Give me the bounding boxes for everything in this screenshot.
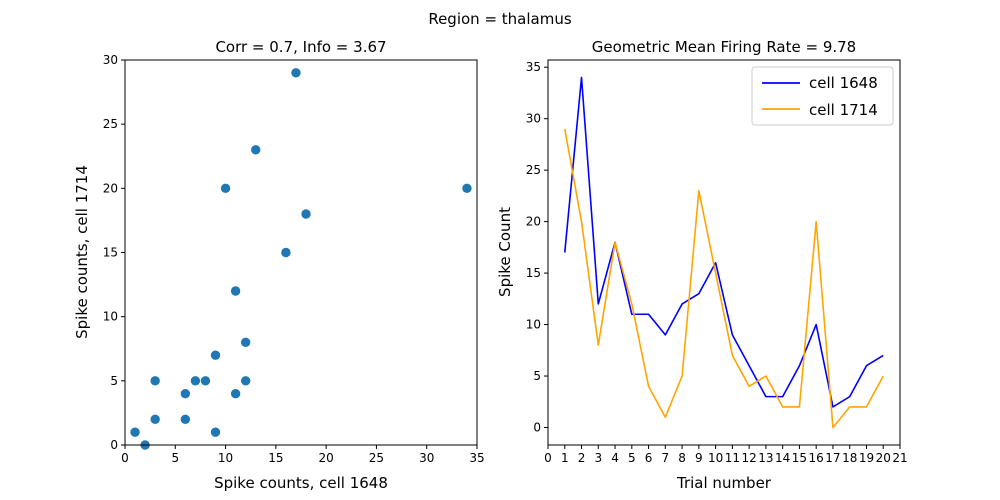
line-x-tick-label: 10 [708, 451, 723, 465]
scatter-point [291, 68, 301, 78]
scatter-point [462, 183, 472, 194]
line-axes: 0 1 2 3 4 5 6 7 8 9 10 11 12 13 14 15 16 17 18 19 20 21051015… [526, 59, 908, 465]
scatter-point [200, 376, 211, 386]
line-y-tick-label: 0 [533, 421, 541, 435]
line-x-tick-label: 7 [662, 451, 670, 465]
scatter-point [281, 247, 291, 258]
line-y-tick-label: 15 [526, 266, 541, 280]
line-x-tick-label: 0 [544, 451, 552, 465]
line-x-tick-label: 14 [775, 451, 790, 465]
scatter-x-tick-label: 30 [419, 451, 434, 465]
scatter-y-tick-label: 5 [110, 374, 118, 388]
scatter-point [180, 414, 191, 425]
scatter-point [210, 350, 221, 360]
scatter-plot-area [125, 60, 477, 445]
scatter-point [251, 145, 261, 155]
scatter-y-tick-label: 25 [103, 117, 118, 131]
scatter-y-tick-label: 15 [103, 246, 118, 260]
line-x-tick-label: 3 [594, 451, 602, 465]
line-marks [563, 76, 884, 429]
line-x-tick-label: 9 [695, 451, 703, 465]
line-y-tick-label: 35 [526, 60, 541, 74]
line-x-tick-label: 18 [842, 451, 857, 465]
line-y-tick-label: 5 [533, 369, 541, 383]
scatter-point [230, 388, 241, 399]
line-x-tick-label: 15 [792, 451, 807, 465]
scatter-point [210, 427, 221, 437]
scatter-x-axis-label: Spike counts, cell 1648 [214, 474, 388, 492]
line-legend: cell 1648 cell 1714 [751, 66, 894, 126]
line-x-tick-label: 19 [859, 451, 874, 465]
scatter-point [150, 376, 160, 386]
scatter-point [240, 337, 251, 348]
line-x-tick-label: 13 [758, 451, 773, 465]
line-title: Geometric Mean Firing Rate = 9.78 [592, 38, 856, 56]
scatter-x-tick-label: 0 [121, 451, 129, 465]
line-x-tick-label: 11 [725, 451, 740, 465]
scatter-marks [130, 68, 472, 450]
scatter-x-tick-label: 10 [218, 451, 233, 465]
line-x-axis-label: Trial number [676, 474, 772, 492]
line-x-tick-label: 1 [561, 451, 569, 465]
legend-frame [751, 66, 894, 126]
line-y-tick-label: 10 [526, 318, 541, 332]
line-y-axis-label: Spike Count [496, 207, 514, 297]
scatter-title: Corr = 0.7, Info = 3.67 [215, 38, 386, 56]
line-x-tick-label: 2 [578, 451, 586, 465]
scatter-point [230, 286, 241, 296]
line-x-tick-label: 5 [628, 451, 636, 465]
line-x-tick-label: 12 [742, 451, 757, 465]
line-x-tick-label: 4 [611, 451, 619, 465]
scatter-y-axis-label: Spike counts, cell 1714 [73, 165, 91, 339]
scatter-y-tick-label: 30 [103, 53, 118, 67]
line-axes-frame [547, 59, 901, 446]
series-line-cell-1714 [563, 128, 884, 429]
scatter-x-tick-label: 5 [171, 451, 179, 465]
scatter-point [130, 427, 140, 437]
scatter-x-tick-label: 20 [319, 451, 334, 465]
scatter-x-tick-label: 15 [268, 451, 283, 465]
line-y-tick-label: 25 [526, 163, 541, 177]
scatter-y-tick-label: 20 [103, 181, 118, 195]
scatter-point [220, 183, 231, 194]
scatter-x-tick-label: 35 [469, 451, 484, 465]
scatter-point [180, 388, 191, 399]
line-y-tick-label: 20 [526, 215, 541, 229]
legend-label-cell-1648: cell 1648 [809, 74, 878, 92]
scatter-axes: 0 5 10 15 20 25 30 35 0 5 10 15 20 25 30 [103, 53, 485, 465]
scatter-point [150, 414, 160, 425]
scatter-panel: Corr = 0.7, Info = 3.67 0 5 10 15 20 25 30 35 0 5… [73, 38, 485, 492]
line-y-tick-label: 30 [526, 112, 541, 126]
line-x-tick-label: 20 [876, 451, 891, 465]
scatter-point [190, 376, 201, 386]
figure-suptitle: Region = thalamus [428, 10, 572, 28]
scatter-y-tick-label: 10 [103, 310, 118, 324]
line-x-tick-label: 8 [678, 451, 686, 465]
line-x-tick-label: 16 [809, 451, 824, 465]
line-x-tick-label: 6 [645, 451, 653, 465]
scatter-point [240, 376, 251, 386]
scatter-y-tick-label: 0 [110, 438, 118, 452]
scatter-x-tick-label: 25 [369, 451, 384, 465]
line-x-tick-label: 17 [825, 451, 840, 465]
scatter-point [301, 209, 311, 219]
line-x-tick-label: 21 [892, 451, 907, 465]
legend-label-cell-1714: cell 1714 [809, 101, 878, 119]
